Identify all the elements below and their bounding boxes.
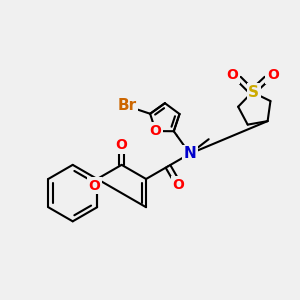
Text: O: O	[88, 178, 100, 193]
Text: O: O	[116, 138, 127, 152]
Text: N: N	[184, 146, 196, 161]
Text: Br: Br	[117, 98, 136, 113]
Text: S: S	[248, 85, 259, 100]
Text: O: O	[173, 178, 184, 192]
Text: O: O	[150, 124, 161, 138]
Text: O: O	[267, 68, 279, 82]
Text: O: O	[226, 68, 238, 82]
